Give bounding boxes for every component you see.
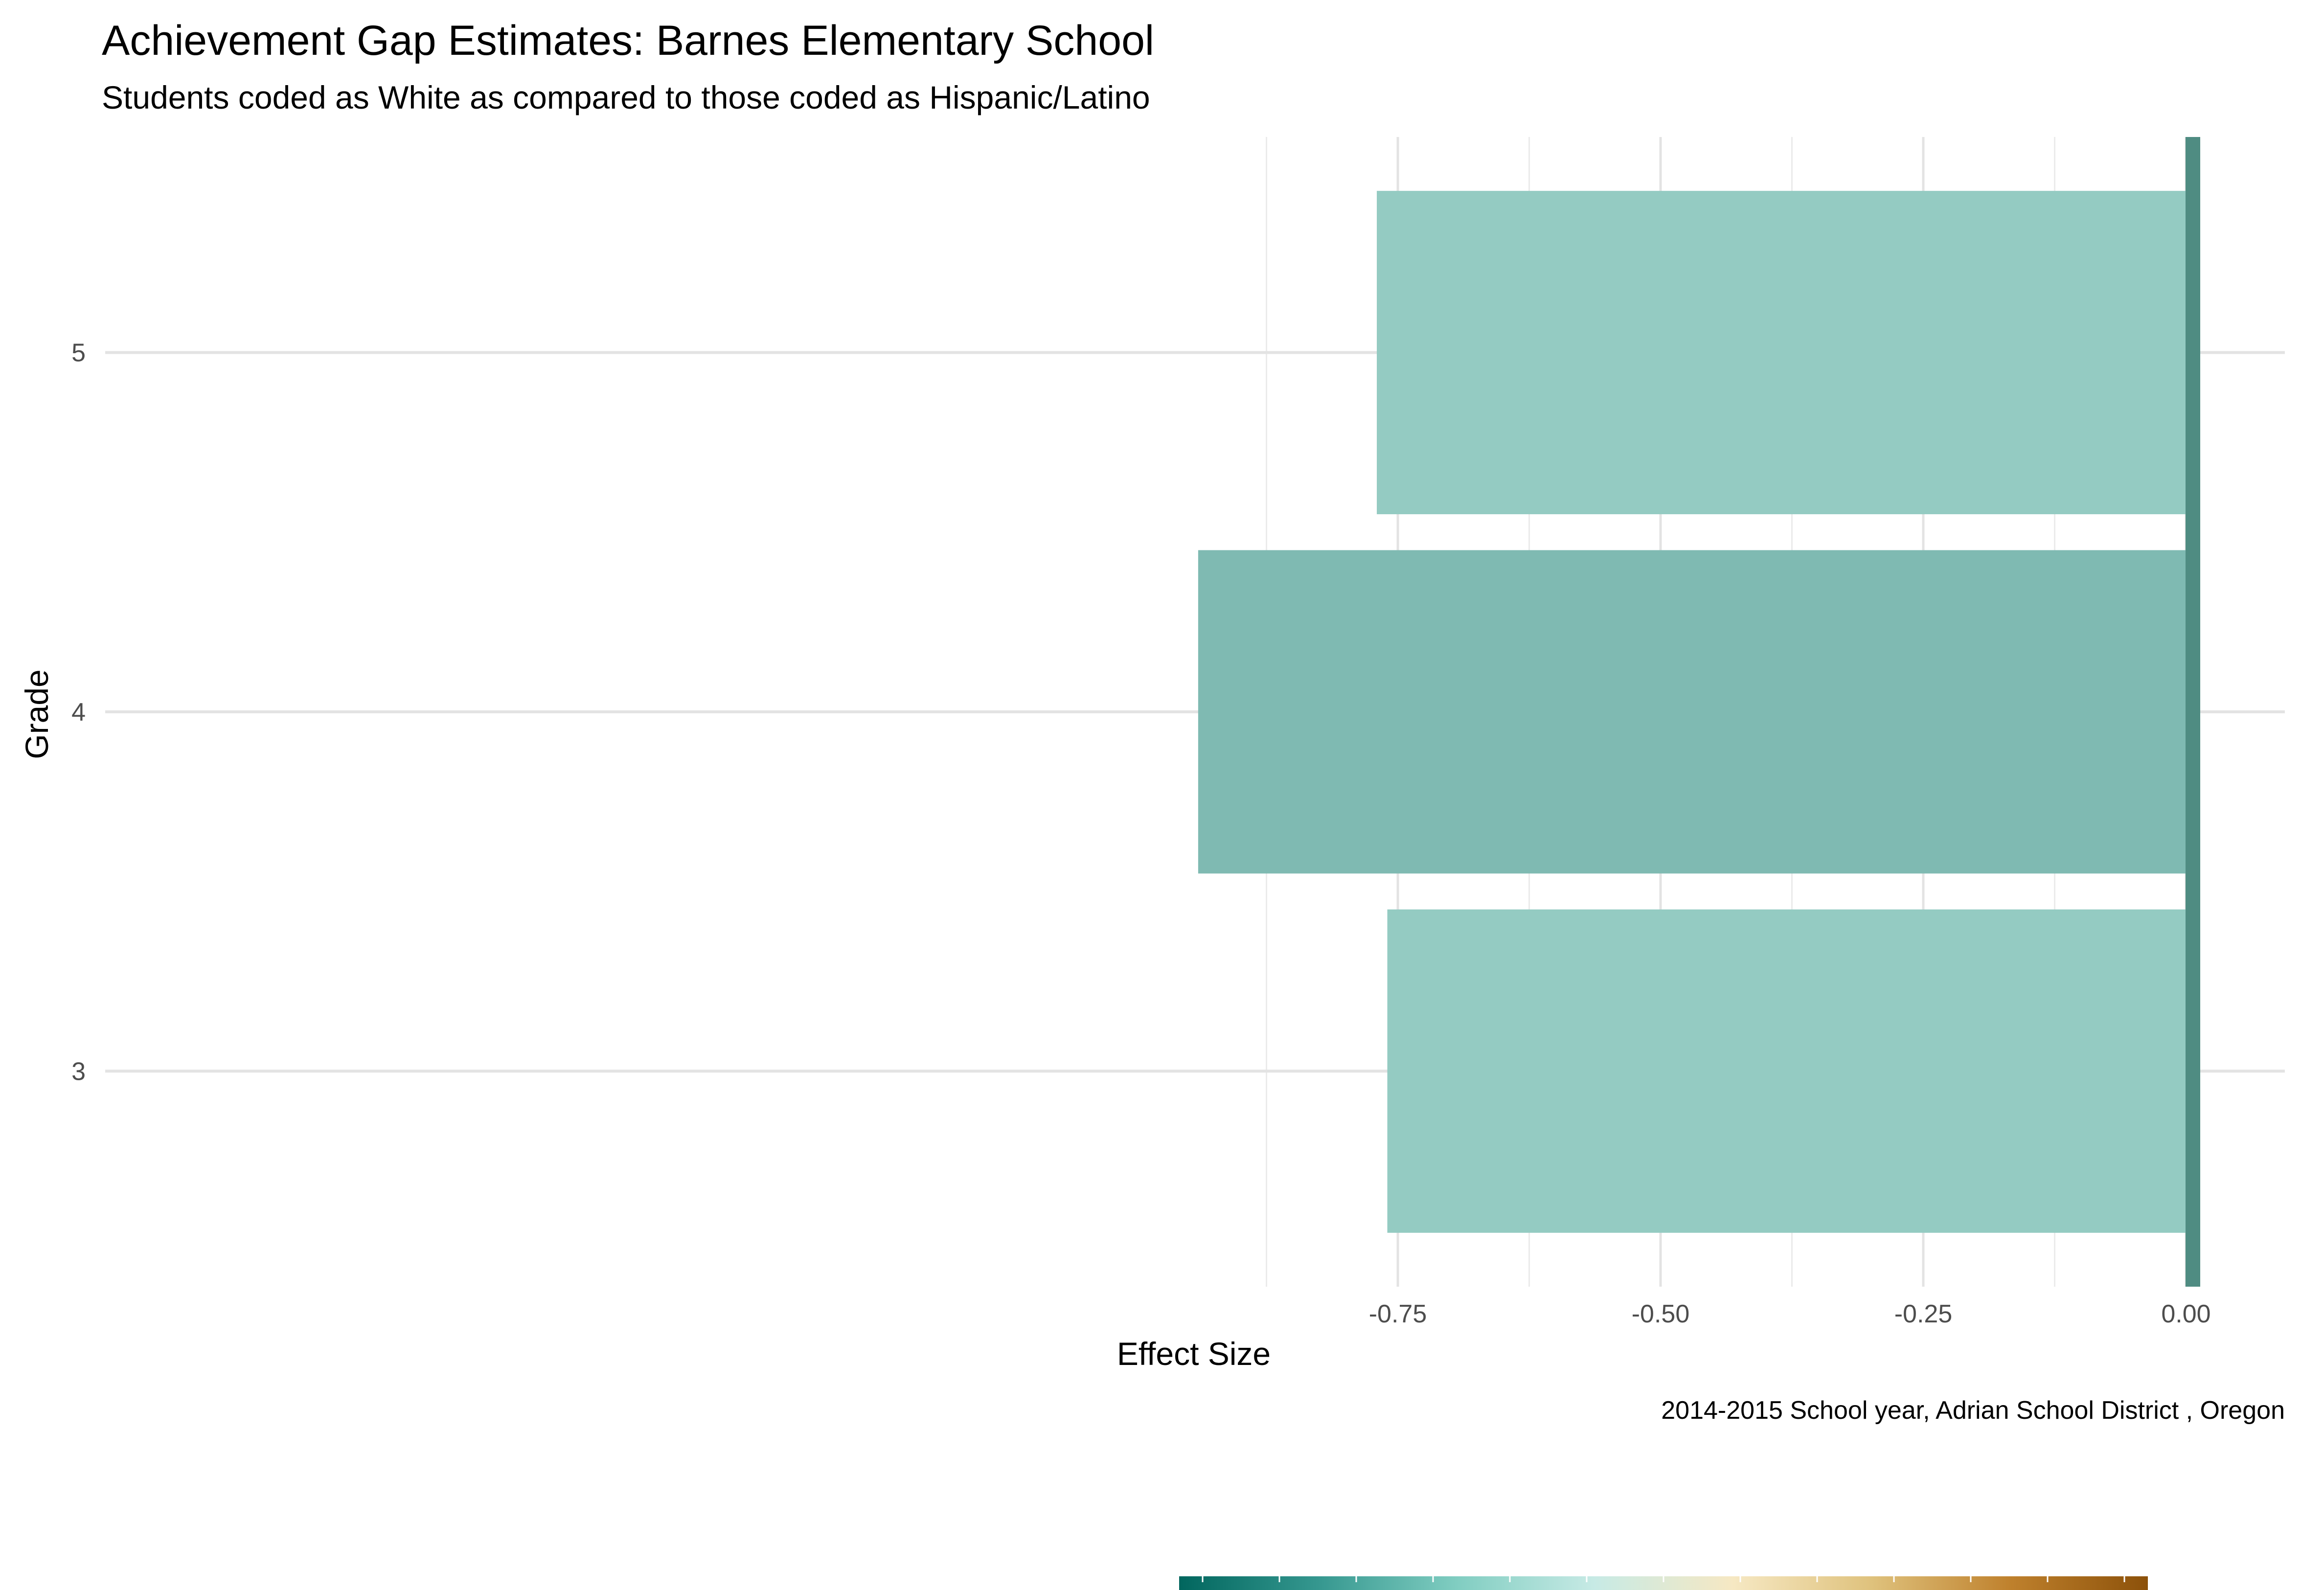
- chart-title: Achievement Gap Estimates: Barnes Elemen…: [102, 17, 1154, 64]
- bar-grade-5: [1377, 191, 2186, 515]
- x-tick-label: -0.75: [1369, 1300, 1427, 1328]
- chart-subtitle: Students coded as White as compared to t…: [102, 79, 1150, 115]
- y-axis-title: Grade: [19, 669, 55, 759]
- x-tick-label: -0.25: [1894, 1300, 1953, 1328]
- x-tick-label: 0.00: [2161, 1300, 2210, 1328]
- x-axis-title: Effect Size: [1117, 1336, 1271, 1372]
- y-axis-ticks: 3 4 5: [71, 339, 86, 1086]
- bar-grade-4: [1198, 550, 2186, 874]
- x-tick-label: -0.50: [1632, 1300, 1690, 1328]
- color-legend: [1179, 1576, 2148, 1590]
- bar-grade-3: [1387, 909, 2186, 1233]
- y-tick-label: 4: [71, 698, 86, 727]
- y-tick-label: 3: [71, 1057, 86, 1086]
- chart-caption: 2014-2015 School year, Adrian School Dis…: [1661, 1396, 2285, 1425]
- y-tick-label: 5: [71, 339, 86, 367]
- x-axis-ticks: -0.75 -0.50 -0.25 0.00: [1369, 1300, 2211, 1328]
- bars: [1198, 191, 2186, 1233]
